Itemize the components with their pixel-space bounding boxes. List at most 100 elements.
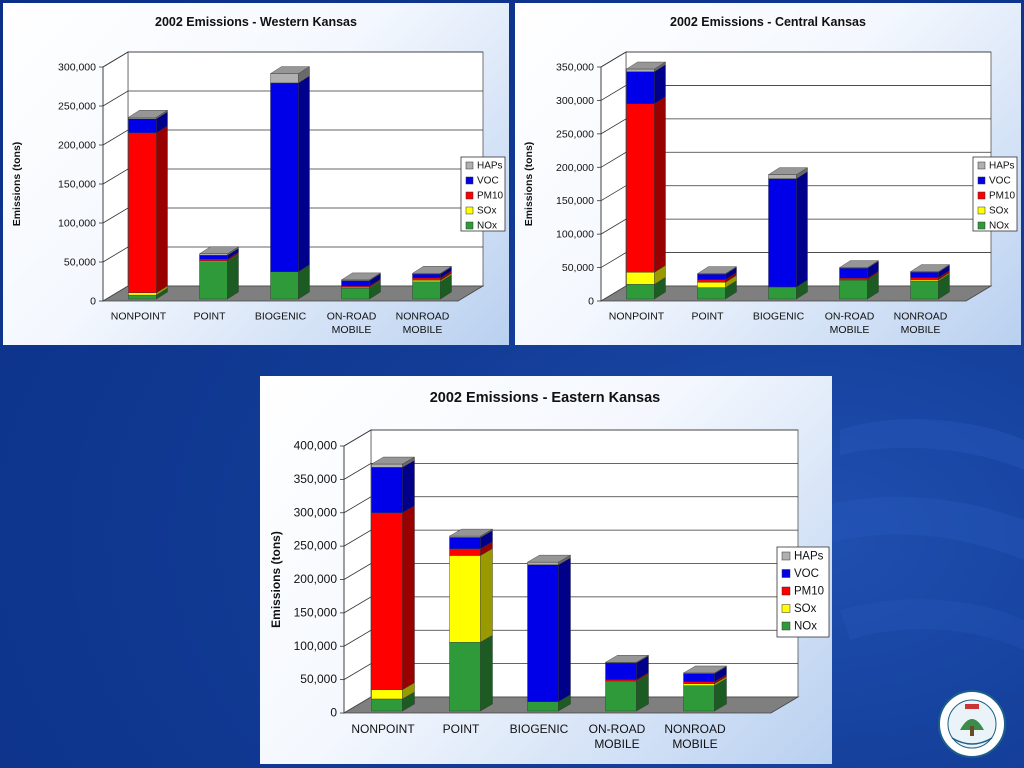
bar-top: [625, 61, 667, 70]
bar-segment-voc: [626, 71, 655, 104]
bar-top: [682, 665, 728, 674]
gridline: [102, 90, 483, 107]
chart-title: 2002 Emissions - Central Kansas: [670, 15, 866, 29]
legend-label: HAPs: [989, 161, 1015, 172]
bar-segment-nox: [341, 287, 370, 300]
bar-segment-pm10: [626, 103, 655, 273]
y-tick-label: 350,000: [556, 62, 594, 74]
bar-segment-haps: [527, 561, 559, 566]
y-tick-label: 400,000: [294, 439, 338, 453]
bar-segment-voc: [449, 537, 481, 549]
chart-panel-central: 2002 Emissions - Central Kansas 0 50,000 10…: [515, 3, 1021, 345]
x-tick-label: NONROAD MOBILE: [396, 311, 450, 337]
chart-panel-eastern: 2002 Emissions - Eastern Kansas 0 50,000 10…: [260, 376, 832, 764]
y-axis-label: Emissions (tons): [523, 142, 535, 227]
bar-segment-pm10: [412, 277, 441, 281]
bar-stack-biogenic: [269, 66, 311, 300]
kdhe-seal-icon: [938, 690, 1006, 758]
legend-swatch-nox: [781, 621, 791, 631]
y-tick-label: 150,000: [556, 195, 594, 207]
bar-top: [604, 655, 650, 663]
bar-stack-nonroad-mobile: [411, 265, 453, 300]
gridline: [600, 252, 991, 268]
gridline: [343, 596, 798, 614]
y-tick-label: 200,000: [58, 140, 96, 152]
bar-segment-haps: [270, 73, 299, 84]
bar-side-nox: [480, 634, 493, 712]
bar-top: [269, 66, 311, 74]
x-tick-label: POINT: [443, 722, 480, 736]
legend-swatch-pm10: [465, 191, 474, 200]
legend-label: NOx: [477, 221, 497, 232]
bar-segment-haps: [449, 535, 481, 538]
y-tick-label: 300,000: [58, 62, 96, 74]
legend-label: PM10: [989, 191, 1016, 202]
gridline: [600, 218, 991, 235]
bar-segment-voc: [683, 673, 715, 682]
bar-side-pm10: [654, 96, 666, 273]
x-tick-label: ON-ROAD MOBILE: [825, 311, 875, 337]
x-tick-label: ON-ROAD MOBILE: [589, 722, 646, 751]
bar-stack-on-road-mobile: [604, 654, 650, 712]
bar-segment-voc: [839, 268, 868, 279]
gridline: [600, 118, 991, 135]
bar-side-voc: [796, 171, 808, 288]
x-tick-label: BIOGENIC: [510, 722, 569, 736]
y-tick-label: 0: [588, 296, 594, 308]
legend-label: PM10: [477, 191, 504, 202]
bar-segment-voc: [128, 118, 157, 134]
bar-segment-nox: [199, 261, 228, 300]
legend-label: VOC: [794, 568, 819, 580]
legend-swatch-pm10: [977, 191, 986, 200]
bar-segment-nox: [449, 642, 481, 712]
y-tick-label: 150,000: [294, 605, 338, 619]
bar-segment-sox: [449, 555, 481, 643]
bar-stack-point: [198, 246, 240, 300]
legend-swatch-nox: [465, 221, 474, 230]
y-tick-label: 50,000: [300, 672, 337, 686]
bar-segment-nox: [128, 294, 157, 300]
bar-top: [127, 110, 169, 118]
bar-stack-nonpoint: [625, 61, 667, 300]
legend-swatch-sox: [781, 604, 791, 613]
bar-segment-nox: [270, 271, 299, 300]
y-tick-label: 0: [330, 706, 337, 720]
bar-top: [909, 264, 951, 272]
legend-label: SOx: [794, 603, 817, 615]
legend-label: HAPs: [794, 551, 824, 563]
bar-segment-haps: [768, 174, 797, 179]
y-tick-label: 250,000: [294, 539, 338, 553]
bar-segment-pm10: [683, 681, 715, 684]
bar-segment-voc: [341, 280, 370, 287]
legend-swatch-haps: [781, 551, 791, 561]
bar-segment-sox: [697, 282, 726, 288]
bar-segment-sox: [412, 280, 441, 283]
bar-segment-nox: [697, 287, 726, 300]
chart-eastern: 2002 Emissions - Eastern Kansas 0 50,000 10…: [269, 390, 830, 751]
bar-stack-nonpoint: [370, 456, 416, 712]
legend-swatch-haps: [465, 161, 474, 170]
y-tick-label: 350,000: [294, 472, 338, 486]
x-tick-label: NONROAD MOBILE: [664, 722, 726, 751]
y-tick-label: 250,000: [58, 101, 96, 113]
bar-segment-voc: [768, 178, 797, 288]
bar-segment-sox: [683, 683, 715, 686]
legend-swatch-voc: [465, 176, 474, 185]
bar-segment-nox: [527, 701, 559, 712]
legend-swatch-sox: [465, 206, 474, 215]
bar-stack-point: [696, 266, 738, 300]
bar-segment-voc: [412, 273, 441, 279]
y-tick-label: 150,000: [58, 179, 96, 191]
gridline: [343, 529, 798, 547]
bar-side-pm10: [156, 125, 168, 294]
legend-label: VOC: [477, 176, 499, 187]
bar-side-voc: [402, 460, 415, 514]
legend-swatch-pm10: [781, 586, 791, 596]
bar-segment-nox: [371, 698, 403, 712]
gridline: [102, 207, 483, 224]
bar-segment-pm10: [128, 132, 157, 293]
y-axis-label: Emissions (tons): [269, 531, 283, 628]
x-tick-label: NONROAD MOBILE: [894, 311, 948, 337]
gridline: [343, 462, 798, 480]
